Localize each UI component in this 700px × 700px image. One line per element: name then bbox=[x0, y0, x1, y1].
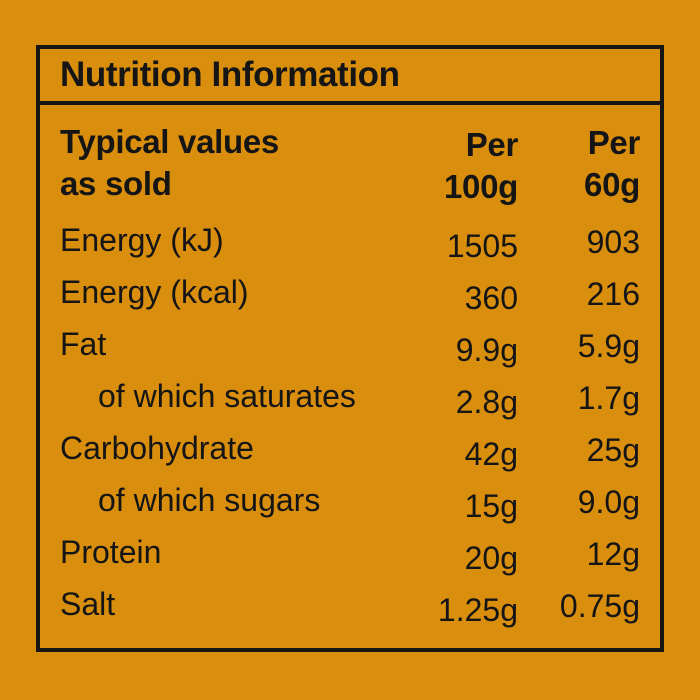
table-row-sugars: of which sugars 15g 9.0g bbox=[60, 474, 640, 526]
per-100g-value: 20g bbox=[464, 540, 518, 576]
header-line-100g: 100g bbox=[443, 168, 518, 205]
per-100g-value: 1505 bbox=[446, 228, 518, 264]
per-100g-value: 1.25g bbox=[437, 592, 518, 628]
nutrient-name: Salt bbox=[60, 586, 116, 622]
nutrient-name: of which saturates bbox=[98, 378, 356, 414]
nutrient-name: Fat bbox=[60, 326, 107, 362]
column-header-per-100g: Per 100g bbox=[400, 124, 518, 208]
per-60g-value: 903 bbox=[586, 224, 640, 260]
nutrient-name: Carbohydrate bbox=[60, 430, 254, 466]
per-100g-value: 42g bbox=[464, 436, 518, 472]
nutrient-name: Protein bbox=[60, 534, 162, 570]
header-line-typical-values: Typical values bbox=[60, 123, 279, 160]
header-line-60g: 60g bbox=[584, 166, 640, 203]
per-60g-value: 5.9g bbox=[577, 328, 640, 364]
header-line-per: Per bbox=[465, 126, 519, 163]
per-100g-value: 9.9g bbox=[455, 332, 518, 368]
per-60g-value: 9.0g bbox=[577, 484, 640, 520]
column-header-typical-values: Typical values as sold bbox=[60, 121, 400, 205]
table-body: Energy (kJ) 1505 903 Energy (kcal) 360 2… bbox=[60, 214, 640, 630]
table-row-saturates: of which saturates 2.8g 1.7g bbox=[60, 370, 640, 422]
per-60g-value: 25g bbox=[586, 432, 640, 468]
table-row-energy-kj: Energy (kJ) 1505 903 bbox=[60, 214, 640, 266]
label-title-bar: Nutrition Information bbox=[40, 49, 660, 105]
per-60g-value: 216 bbox=[586, 276, 640, 312]
table-row-salt: Salt 1.25g 0.75g bbox=[60, 578, 640, 630]
nutrient-name: Energy (kcal) bbox=[60, 274, 249, 310]
header-line-as-sold: as sold bbox=[60, 165, 172, 202]
page-title: Nutrition Information bbox=[60, 55, 400, 94]
table-row-protein: Protein 20g 12g bbox=[60, 526, 640, 578]
label-box: Nutrition Information Typical values as … bbox=[36, 45, 664, 652]
nutrient-name: of which sugars bbox=[98, 482, 321, 518]
nutrition-table: Typical values as sold Per 100g Per 60g … bbox=[40, 105, 660, 630]
header-line-per: Per bbox=[587, 124, 641, 161]
per-100g-value: 15g bbox=[464, 488, 518, 524]
column-header-per-60g: Per 60g bbox=[518, 122, 640, 206]
nutrient-name: Energy (kJ) bbox=[60, 222, 224, 258]
per-60g-value: 1.7g bbox=[577, 380, 640, 416]
table-row-carbohydrate: Carbohydrate 42g 25g bbox=[60, 422, 640, 474]
table-header-row: Typical values as sold Per 100g Per 60g bbox=[60, 121, 640, 205]
table-row-fat: Fat 9.9g 5.9g bbox=[60, 318, 640, 370]
per-60g-value: 12g bbox=[586, 536, 640, 572]
per-100g-value: 2.8g bbox=[455, 384, 518, 420]
per-100g-value: 360 bbox=[464, 280, 518, 316]
table-row-energy-kcal: Energy (kcal) 360 216 bbox=[60, 266, 640, 318]
per-60g-value: 0.75g bbox=[559, 588, 640, 624]
